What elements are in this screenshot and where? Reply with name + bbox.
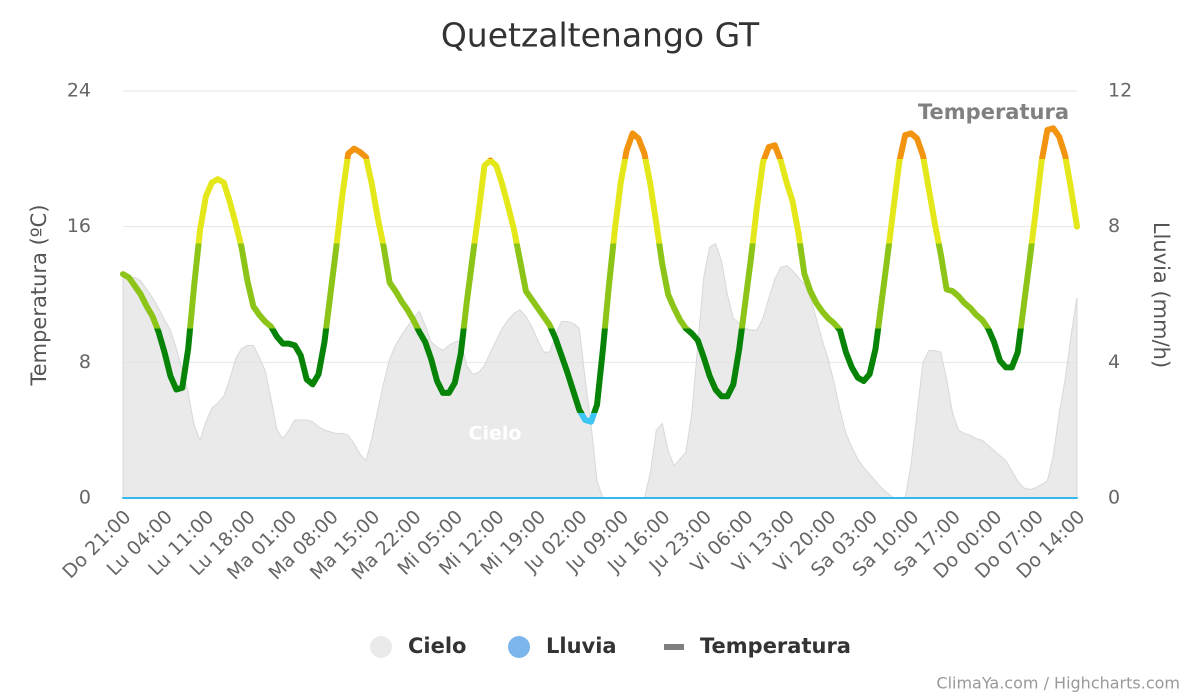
y-tick-label: 8 — [79, 351, 91, 373]
y-axis-title: Temperatura (ºC) — [27, 204, 51, 386]
legend-label[interactable]: Cielo — [408, 634, 466, 658]
y2-tick-label: 0 — [1108, 487, 1120, 509]
y2-tick-label: 4 — [1108, 351, 1120, 373]
y-tick-label: 16 — [67, 215, 91, 237]
y2-tick-label: 8 — [1108, 215, 1120, 237]
y2-tick-label: 12 — [1108, 80, 1132, 102]
y-tick-label: 24 — [67, 80, 91, 102]
legend-label[interactable]: Lluvia — [546, 634, 617, 658]
legend-item[interactable]: Lluvia — [508, 634, 617, 658]
legend-label[interactable]: Temperatura — [700, 634, 851, 658]
y2-axis-title: Lluvia (mm/h) — [1149, 222, 1173, 368]
credits: ClimaYa.com / Highcharts.com — [936, 674, 1180, 693]
series-label: Cielo — [469, 423, 522, 445]
y-tick-label: 0 — [79, 487, 91, 509]
temperature-line — [120, 125, 1080, 425]
legend-symbol[interactable] — [370, 636, 392, 658]
legend-item[interactable]: Temperatura — [664, 634, 851, 658]
series-label: Temperatura — [918, 100, 1069, 124]
chart-title: Quetzaltenango GT — [441, 16, 760, 55]
legend-symbol[interactable] — [508, 636, 530, 658]
legend-item[interactable]: Cielo — [370, 634, 466, 658]
